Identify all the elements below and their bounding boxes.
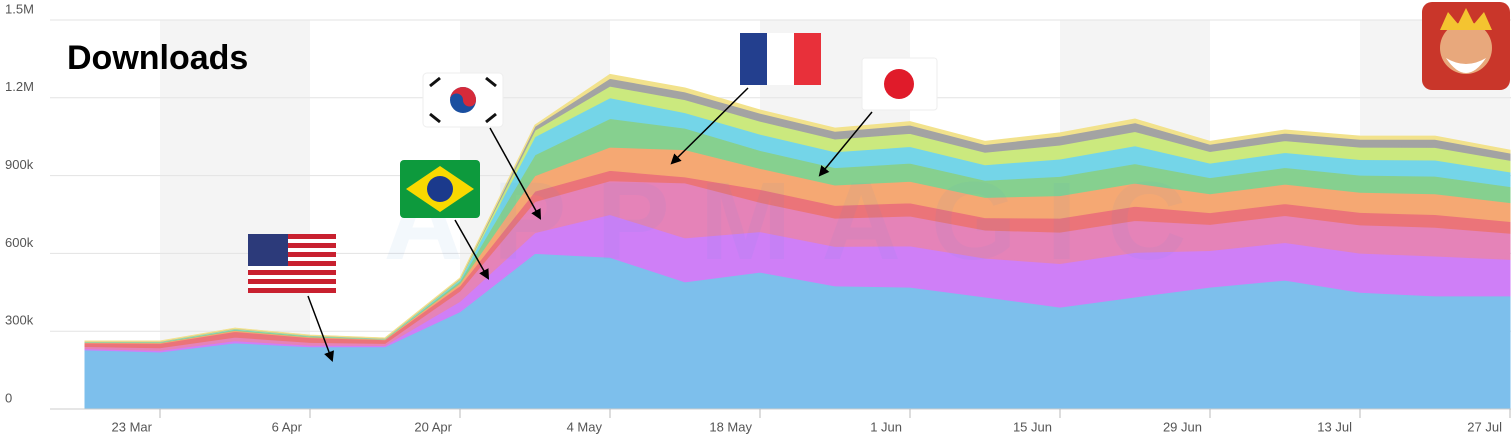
flag-us	[248, 234, 336, 293]
y-tick-label: 1.2M	[5, 79, 34, 94]
flag-kr	[422, 72, 504, 128]
flag-br	[400, 160, 480, 218]
flag-jp	[861, 57, 938, 111]
y-tick-label: 900k	[5, 157, 34, 172]
x-tick-label: 29 Jun	[1163, 419, 1202, 434]
flag-fr	[740, 33, 821, 85]
arrows	[307, 87, 873, 362]
x-tick-label: 4 May	[567, 419, 603, 434]
y-tick-label: 300k	[5, 313, 34, 328]
x-tick-label: 20 Apr	[414, 419, 452, 434]
app-icon	[1422, 2, 1510, 90]
x-tick-label: 23 Mar	[112, 419, 153, 434]
x-tick-label: 18 May	[709, 419, 752, 434]
x-tick-label: 15 Jun	[1013, 419, 1052, 434]
area	[84, 73, 1511, 342]
x-tick-label: 6 Apr	[272, 419, 303, 434]
y-tick-label: 1.5M	[5, 1, 34, 16]
x-tick-label: 1 Jun	[870, 419, 902, 434]
x-tick-label: 13 Jul	[1317, 419, 1352, 434]
watermark: APPMAGIC	[384, 160, 1217, 283]
x-tick-label: 27 Jul	[1467, 419, 1502, 434]
y-tick-label: 600k	[5, 235, 34, 250]
axes: 0 300k 600k 900k 1.2M 1.5M 23 Mar 6 Apr 20 Apr 4 …	[5, 1, 1511, 434]
y-tick-label: 0	[5, 390, 12, 405]
chart-title: Downloads	[67, 39, 248, 77]
